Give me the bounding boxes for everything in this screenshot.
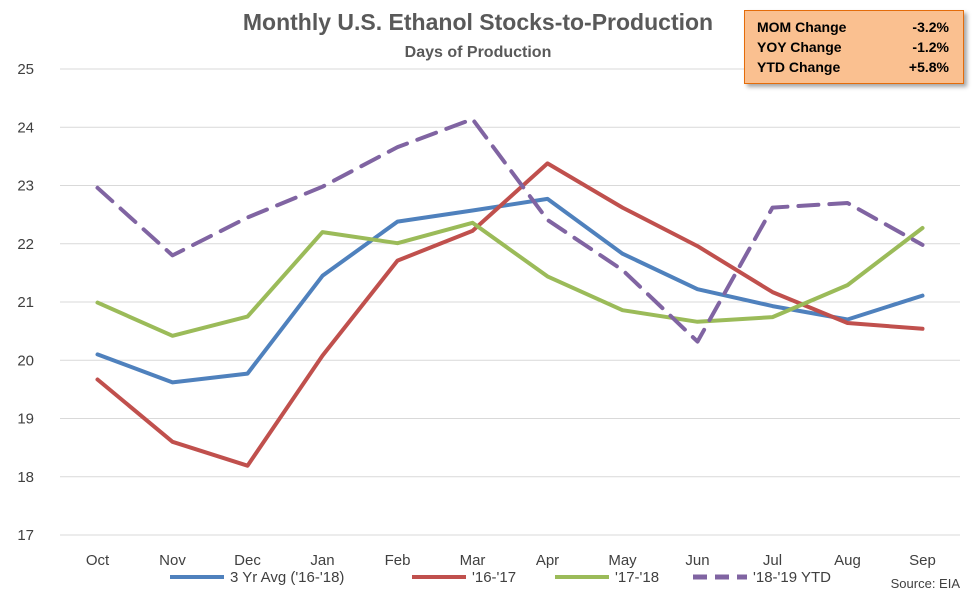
x-tick-label: Nov	[159, 552, 186, 569]
y-tick-label: 23	[17, 178, 34, 195]
x-tick-label: Feb	[385, 552, 411, 569]
series-line-3	[95, 117, 925, 344]
chart-title: Monthly U.S. Ethanol Stocks-to-Productio…	[243, 9, 713, 35]
x-tick-label: Jan	[310, 552, 334, 569]
x-axis-ticks: Oct Nov Dec Jan Feb Mar Apr May Jun Jul Aug Sep	[86, 552, 936, 569]
y-axis-ticks: 17 18 19 20 21 22 23 24 25	[17, 61, 34, 544]
series-line-0	[95, 196, 925, 385]
x-tick-label: Apr	[536, 552, 559, 569]
x-tick-label: Mar	[460, 552, 486, 569]
series-lines	[95, 117, 925, 468]
change-row-ytd: YTD Change +5.8%	[757, 57, 949, 77]
y-tick-label: 24	[17, 119, 34, 136]
gridlines	[60, 68, 960, 536]
legend-label: 3 Yr Avg ('16-'18)	[230, 569, 344, 586]
change-row-mom: MOM Change -3.2%	[757, 17, 949, 37]
change-label: YTD Change	[757, 59, 841, 75]
series-line-1	[95, 161, 925, 468]
legend-label: '17-'18	[615, 569, 659, 586]
change-label: YOY Change	[757, 39, 842, 55]
legend: 3 Yr Avg ('16-'18) '16-'17 '17-'18 '18-'19 …	[170, 569, 831, 586]
y-tick-label: 20	[17, 352, 34, 369]
legend-label: '18-'19 YTD	[753, 569, 831, 586]
chart-subtitle: Days of Production	[405, 44, 552, 61]
y-tick-label: 18	[17, 469, 34, 486]
y-tick-label: 25	[17, 61, 34, 78]
change-value: +5.8%	[908, 59, 949, 75]
y-tick-label: 22	[17, 236, 34, 253]
x-tick-label: Dec	[234, 552, 261, 569]
x-tick-label: May	[608, 552, 637, 569]
x-tick-label: Jul	[763, 552, 782, 569]
change-summary-box: MOM Change -3.2% YOY Change -1.2% YTD Ch…	[744, 10, 964, 84]
x-tick-label: Aug	[834, 552, 861, 569]
x-tick-label: Jun	[685, 552, 709, 569]
source-note: Source: EIA	[891, 576, 961, 591]
change-value: -3.2%	[912, 19, 949, 35]
y-tick-label: 21	[17, 294, 34, 311]
x-tick-label: Sep	[909, 552, 936, 569]
change-label: MOM Change	[757, 19, 847, 35]
change-value: -1.2%	[912, 39, 949, 55]
y-tick-label: 17	[17, 527, 34, 544]
legend-label: '16-'17	[472, 569, 516, 586]
x-tick-label: Oct	[86, 552, 110, 569]
series-line-2	[95, 220, 925, 338]
change-row-yoy: YOY Change -1.2%	[757, 37, 949, 57]
y-tick-label: 19	[17, 411, 34, 428]
